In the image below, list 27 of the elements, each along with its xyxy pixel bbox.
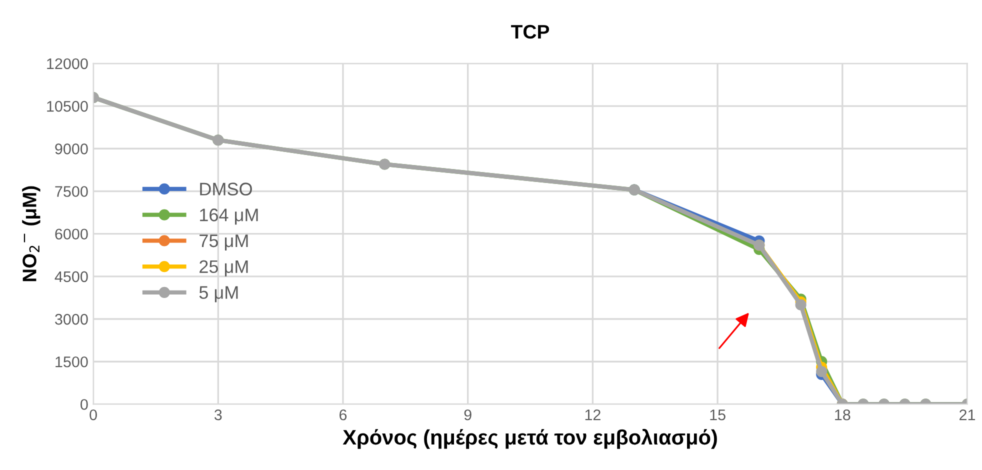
y-tick-label: 3000 [55,314,88,325]
x-tick-label: 0 [90,409,97,420]
y-tick-label: 9000 [55,144,88,154]
x-axis-title: Χρόνος (ημέρες μετά τον εμβολιασμό) [342,428,717,449]
legend-label: 164 μM [200,208,258,225]
y-tick-label: 12000 [47,58,88,70]
y-tick-label: 4500 [54,271,88,282]
point [816,366,828,378]
y-axis-title: NO$_{2}$$^{−}$ (μM) [22,186,40,282]
y-tick-label: 0 [80,399,88,410]
y-tick-label: 6000 [55,228,88,240]
x-tick-label: 15 [710,410,726,420]
point [795,299,806,310]
x-tick-label: 6 [340,409,347,420]
x-tick-label: 3 [214,409,222,420]
y-tick-label: 10500 [47,100,88,112]
legend-label: 25 μM [200,260,248,276]
y-tick-label: 1500 [56,356,88,368]
x-tick-label: 12 [585,409,600,420]
legend-label: DMSO [200,182,252,196]
y-tick-label: 7500 [55,186,88,197]
legend-label: 5 μM [199,286,238,302]
x-tick-label: 9 [464,409,472,420]
chart-title: TCP [511,24,550,39]
x-tick-label: 18 [835,409,850,420]
x-tick-label: 21 [960,409,976,420]
legend-label: 75 μM [200,234,248,250]
